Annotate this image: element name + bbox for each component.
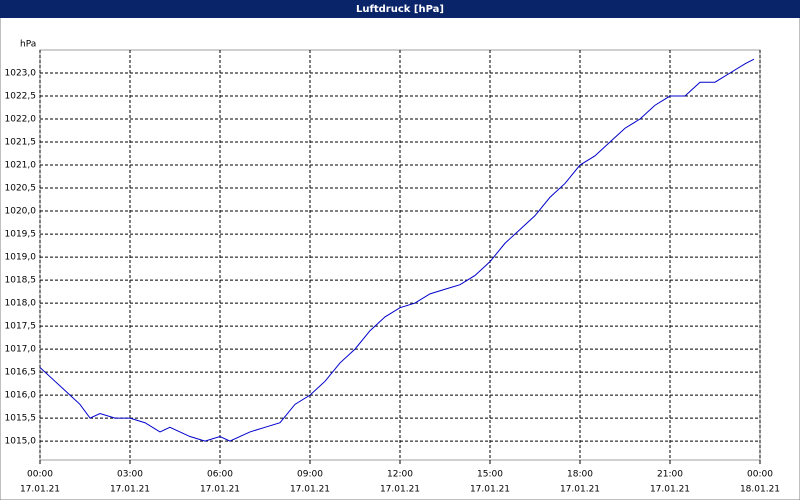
x-tick-label: 12:00 bbox=[387, 470, 413, 480]
y-tick-label: 1023,0 bbox=[5, 69, 37, 79]
x-tick-date: 17.01.21 bbox=[470, 485, 510, 495]
x-tick-label: 21:00 bbox=[657, 470, 683, 480]
y-tick-label: 1021,5 bbox=[5, 138, 37, 148]
y-tick-label: 1018,5 bbox=[5, 276, 37, 286]
x-tick-date: 18.01.21 bbox=[740, 485, 780, 495]
y-tick-label: 1019,0 bbox=[5, 253, 37, 263]
y-tick-label: 1019,5 bbox=[5, 230, 37, 240]
x-tick-date: 17.01.21 bbox=[20, 485, 60, 495]
title-bar bbox=[0, 0, 800, 18]
chart-title: Luftdruck [hPa] bbox=[356, 4, 444, 15]
x-tick-label: 03:00 bbox=[117, 470, 143, 480]
y-tick-label: 1015,0 bbox=[5, 437, 37, 447]
y-unit: hPa bbox=[20, 40, 36, 50]
x-tick-date: 17.01.21 bbox=[380, 485, 420, 495]
y-tick-label: 1016,5 bbox=[5, 368, 37, 378]
y-tick-label: 1017,5 bbox=[5, 322, 37, 332]
x-tick-label: 00:00 bbox=[747, 470, 773, 480]
y-tick-label: 1022,0 bbox=[5, 115, 37, 125]
y-tick-label: 1017,0 bbox=[5, 345, 37, 355]
x-tick-date: 17.01.21 bbox=[290, 485, 330, 495]
x-tick-label: 15:00 bbox=[477, 470, 503, 480]
x-tick-date: 17.01.21 bbox=[560, 485, 600, 495]
x-tick-date: 17.01.21 bbox=[200, 485, 240, 495]
y-tick-label: 1016,0 bbox=[5, 391, 37, 401]
x-tick-label: 06:00 bbox=[207, 470, 233, 480]
data-line bbox=[39, 58, 755, 442]
y-tick-label: 1022,5 bbox=[5, 92, 37, 102]
y-tick-label: 1018,0 bbox=[5, 299, 37, 309]
y-tick-label: 1021,0 bbox=[5, 161, 37, 171]
y-tick-label: 1020,0 bbox=[5, 207, 37, 217]
x-tick-date: 17.01.21 bbox=[110, 485, 150, 495]
x-tick-date: 17.01.21 bbox=[650, 485, 690, 495]
x-tick-label: 18:00 bbox=[567, 470, 593, 480]
x-tick-label: 09:00 bbox=[297, 470, 323, 480]
x-tick-label: 00:00 bbox=[27, 470, 53, 480]
y-tick-label: 1015,5 bbox=[5, 414, 37, 424]
y-tick-label: 1020,5 bbox=[5, 184, 37, 194]
